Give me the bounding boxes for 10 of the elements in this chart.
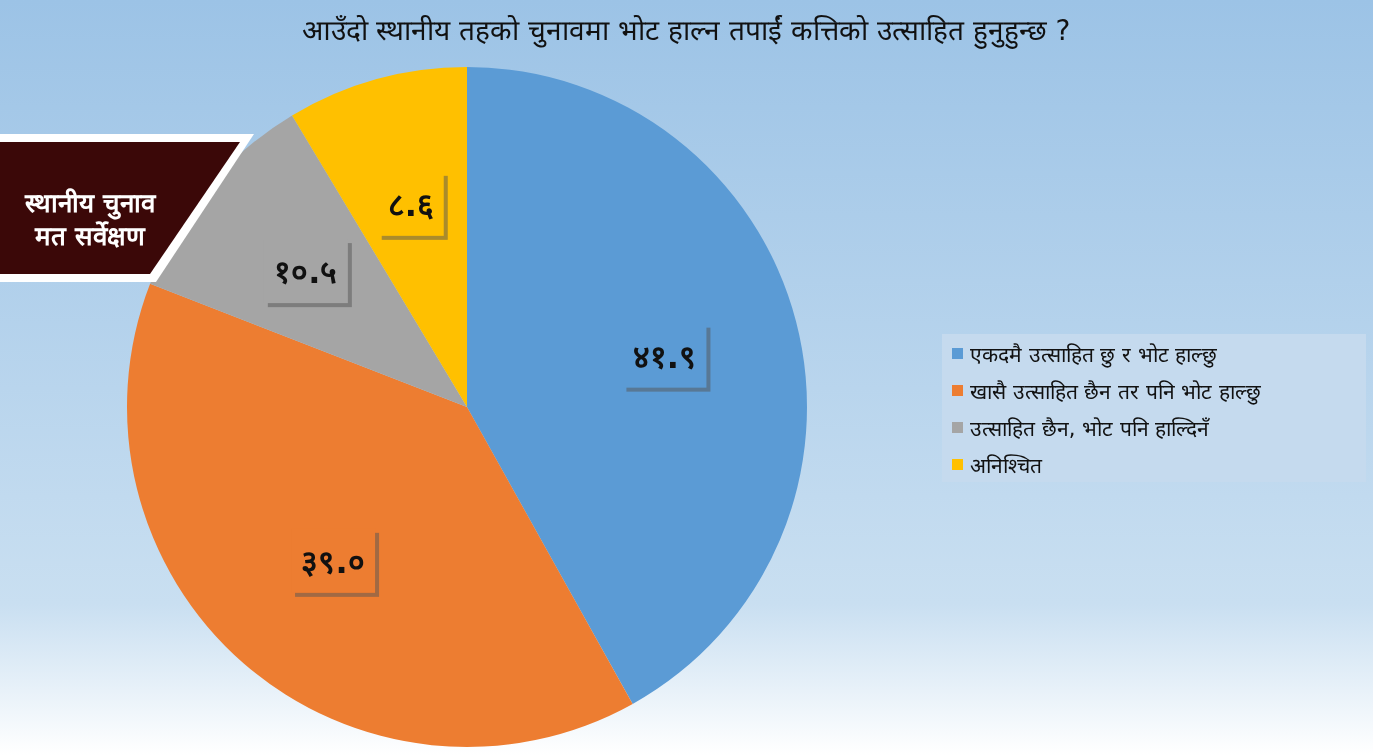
legend-label: अनिश्चित (970, 454, 1043, 478)
data-label: ८.६ (387, 185, 434, 224)
data-label: ३९.० (301, 542, 365, 581)
data-label: ४१.९ (632, 337, 697, 376)
legend-label: एकदमै उत्साहित छु र भोट हाल्छु (970, 343, 1219, 368)
legend-label: उत्साहित छैन, भोट पनि हाल्दिनँ (970, 417, 1211, 441)
legend-label: खासै उत्साहित छैन तर पनि भोट हाल्छु (970, 380, 1263, 405)
data-label: १०.५ (274, 253, 338, 292)
chart-title: आउँदो स्थानीय तहको चुनावमा भोट हाल्न तपाईं कत्तिको उत्साहित हुनुहुन्छ ? (301, 14, 1071, 49)
text: स्थानीय चुनाव मत सर्वेक्षण (23, 188, 158, 251)
